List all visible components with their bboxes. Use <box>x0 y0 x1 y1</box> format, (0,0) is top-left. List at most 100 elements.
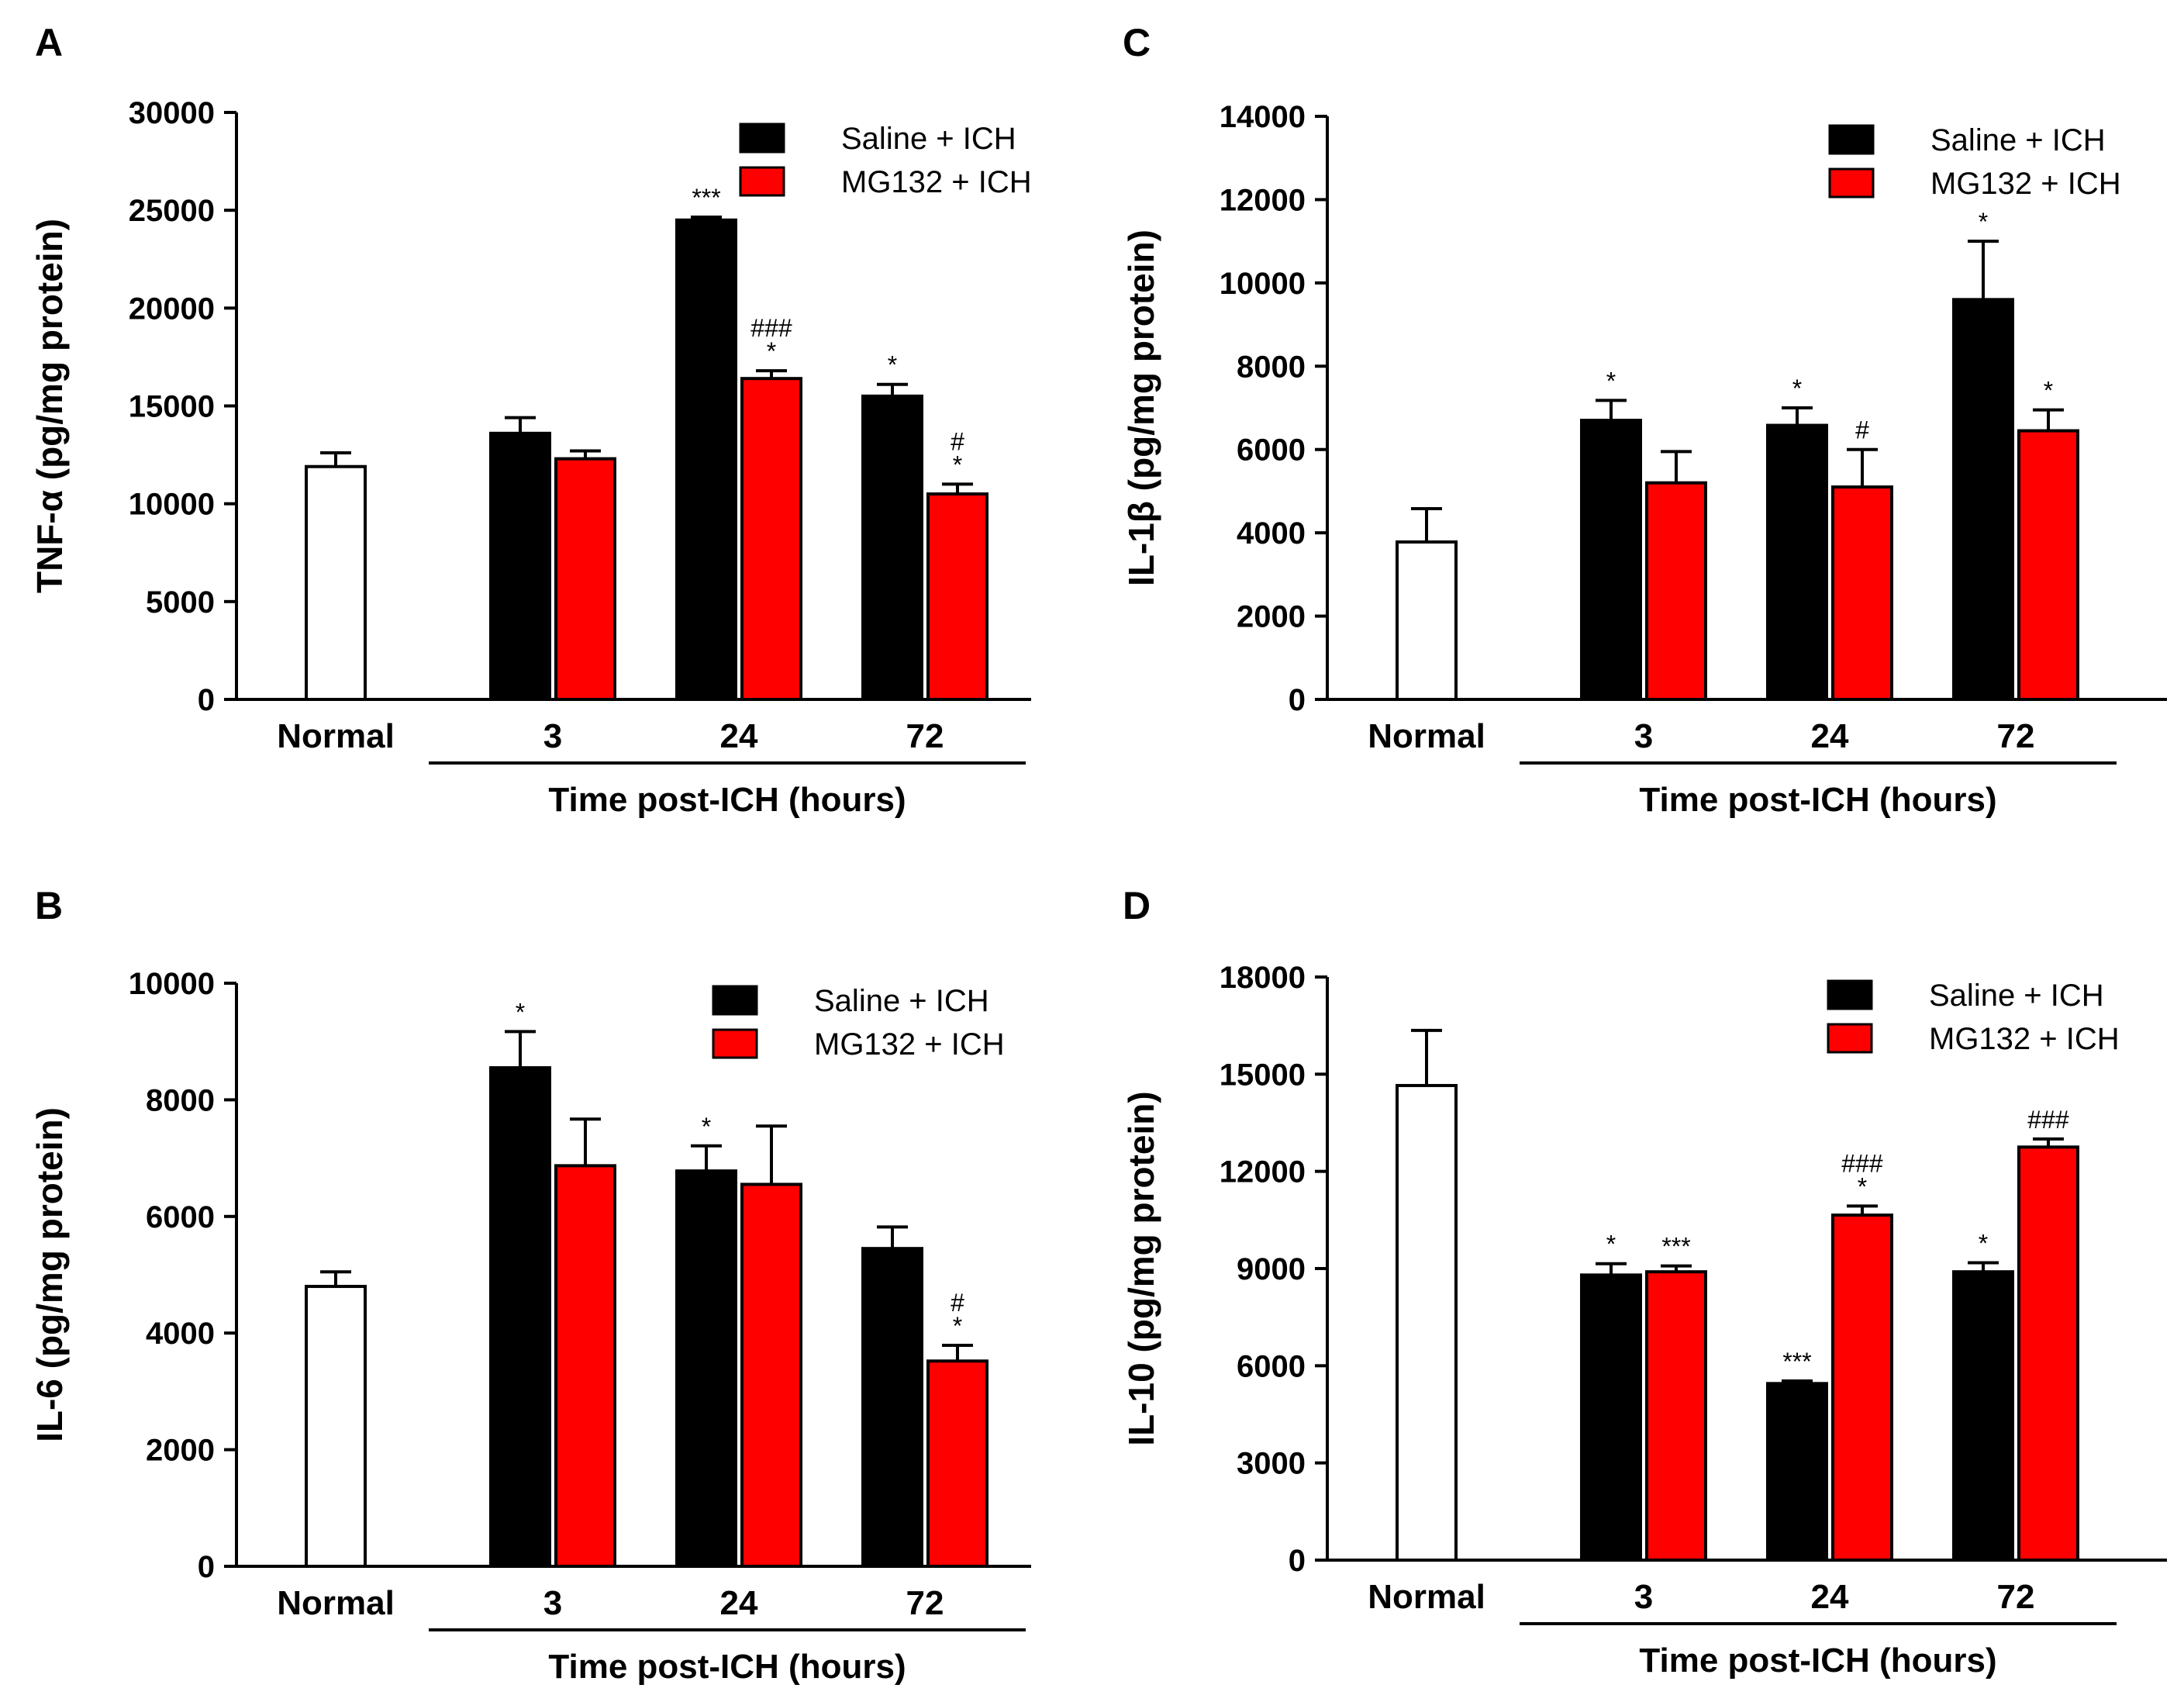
x-tick-label: 72 <box>1997 717 2035 755</box>
legend-label-saline: Saline + ICH <box>841 122 1016 156</box>
legend-swatch-mg132 <box>712 1028 758 1059</box>
y-tick-label: 3000 <box>1237 1447 1306 1481</box>
y-tick-label: 15000 <box>129 390 215 424</box>
significance-annotation: * <box>888 351 897 379</box>
significance-annotation: ### <box>750 314 792 342</box>
y-tick-label: 6000 <box>1237 433 1306 468</box>
x-tick-label: 3 <box>1634 1578 1653 1616</box>
legend-label-saline: Saline + ICH <box>814 984 989 1018</box>
significance-annotation: * <box>1979 1229 1988 1257</box>
y-tick-label: 6000 <box>146 1200 215 1234</box>
bar-saline <box>1580 419 1642 701</box>
y-tick-label: 0 <box>198 683 215 717</box>
y-tick-label: 0 <box>198 1550 215 1584</box>
significance-annotation: # <box>951 427 964 455</box>
x-tick-label: 3 <box>543 1584 562 1622</box>
bar-mg132 <box>740 1182 802 1568</box>
x-tick-label: 24 <box>720 1584 758 1622</box>
y-tick-label: 0 <box>1289 683 1306 717</box>
significance-annotation: # <box>1855 416 1869 444</box>
bar-saline <box>1766 423 1828 701</box>
y-tick-label: 14000 <box>1220 100 1306 134</box>
panel-label: B <box>35 884 63 927</box>
y-tick-label: 12000 <box>1220 1155 1306 1189</box>
x-tick-label: 24 <box>1811 1578 1849 1616</box>
bar-saline <box>861 394 923 701</box>
y-tick-label: 10000 <box>1220 267 1306 301</box>
x-tick-label-normal: Normal <box>277 717 395 755</box>
bar-mg132 <box>554 1164 616 1568</box>
panel-c: C 0 2000 4000 6000 8000 10000 12000 14000 IL-1β (… <box>1121 21 2167 819</box>
panel-label: C <box>1123 21 1151 64</box>
significance-annotation: * <box>953 451 962 478</box>
panel-label: D <box>1123 884 1151 927</box>
significance-annotation: * <box>702 1113 711 1141</box>
y-tick-label: 4000 <box>1237 516 1306 551</box>
x-axis-title: Time post-ICH (hours) <box>548 781 906 819</box>
bar-saline <box>1952 298 2014 702</box>
x-tick-label: 72 <box>906 717 944 755</box>
y-tick-label: 5000 <box>146 585 215 620</box>
x-axis-title: Time post-ICH (hours) <box>1639 1642 1996 1680</box>
panel-d: D 0 3000 6000 9000 12000 15000 18000 IL-10 (pg/m… <box>1121 884 2167 1680</box>
y-tick-label: 8000 <box>146 1083 215 1117</box>
y-tick-label: 2000 <box>1237 600 1306 634</box>
y-tick-label: 10000 <box>129 488 215 522</box>
bar-saline <box>861 1247 923 1569</box>
y-axis-title: IL-1β (pg/mg protein) <box>1121 230 1161 586</box>
bar-normal <box>1396 1083 1458 1562</box>
panel-a: A 0 5000 10000 15000 20000 25000 30000 TNF-α (pg… <box>29 21 1032 819</box>
bar-mg132 <box>1645 1270 1707 1562</box>
significance-annotation: ### <box>2027 1106 2069 1134</box>
legend-label-mg132: MG132 + ICH <box>1930 167 2121 201</box>
x-tick-label: 24 <box>1811 717 1849 755</box>
bar-saline <box>1766 1382 1828 1562</box>
significance-annotation: * <box>1606 1231 1616 1258</box>
significance-annotation: * <box>767 337 776 365</box>
x-tick-label: 72 <box>1997 1578 2035 1616</box>
y-tick-label: 4000 <box>146 1317 215 1351</box>
bar-mg132 <box>926 1359 988 1569</box>
x-tick-label: 3 <box>543 717 562 755</box>
bar-saline <box>675 218 737 701</box>
y-tick-label: 15000 <box>1220 1058 1306 1092</box>
bar-saline <box>1580 1273 1642 1562</box>
significance-annotation: * <box>1858 1172 1867 1200</box>
y-tick-label: 25000 <box>129 194 215 228</box>
legend-swatch-mg132 <box>739 166 785 197</box>
y-tick-label: 9000 <box>1237 1252 1306 1286</box>
legend-swatch-saline <box>739 123 785 154</box>
x-tick-label: 72 <box>906 1584 944 1622</box>
significance-annotation: *** <box>1782 1348 1811 1376</box>
bar-mg132 <box>926 492 988 701</box>
legend-label-saline: Saline + ICH <box>1929 979 2104 1013</box>
bar-mg132 <box>1831 1213 1893 1562</box>
significance-annotation: *** <box>692 184 720 212</box>
y-tick-label: 6000 <box>1237 1349 1306 1383</box>
bar-saline <box>1952 1270 2014 1562</box>
x-axis-title: Time post-ICH (hours) <box>1639 781 1996 819</box>
y-tick-label: 18000 <box>1220 961 1306 995</box>
bar-saline <box>489 1066 551 1569</box>
x-tick-label-normal: Normal <box>1368 1578 1485 1616</box>
significance-annotation: *** <box>1661 1233 1690 1261</box>
bar-mg132 <box>554 457 616 701</box>
significance-annotation: * <box>1792 375 1802 402</box>
y-tick-label: 30000 <box>129 96 215 130</box>
significance-annotation: # <box>951 1289 964 1317</box>
significance-annotation: * <box>1606 367 1616 395</box>
bar-mg132 <box>740 377 802 701</box>
x-tick-label-normal: Normal <box>277 1584 395 1622</box>
bar-saline <box>675 1169 737 1569</box>
y-axis-title: IL-6 (pg/mg protein) <box>29 1107 70 1442</box>
significance-annotation: * <box>953 1312 962 1340</box>
y-tick-label: 12000 <box>1220 183 1306 217</box>
x-tick-label: 3 <box>1634 717 1653 755</box>
bar-normal <box>1396 540 1458 702</box>
y-axis-title: TNF-α (pg/mg protein) <box>29 219 70 593</box>
significance-annotation: * <box>2044 377 2053 405</box>
bar-mg132 <box>1831 485 1893 701</box>
bar-saline <box>489 431 551 701</box>
legend-swatch-saline <box>712 985 758 1016</box>
